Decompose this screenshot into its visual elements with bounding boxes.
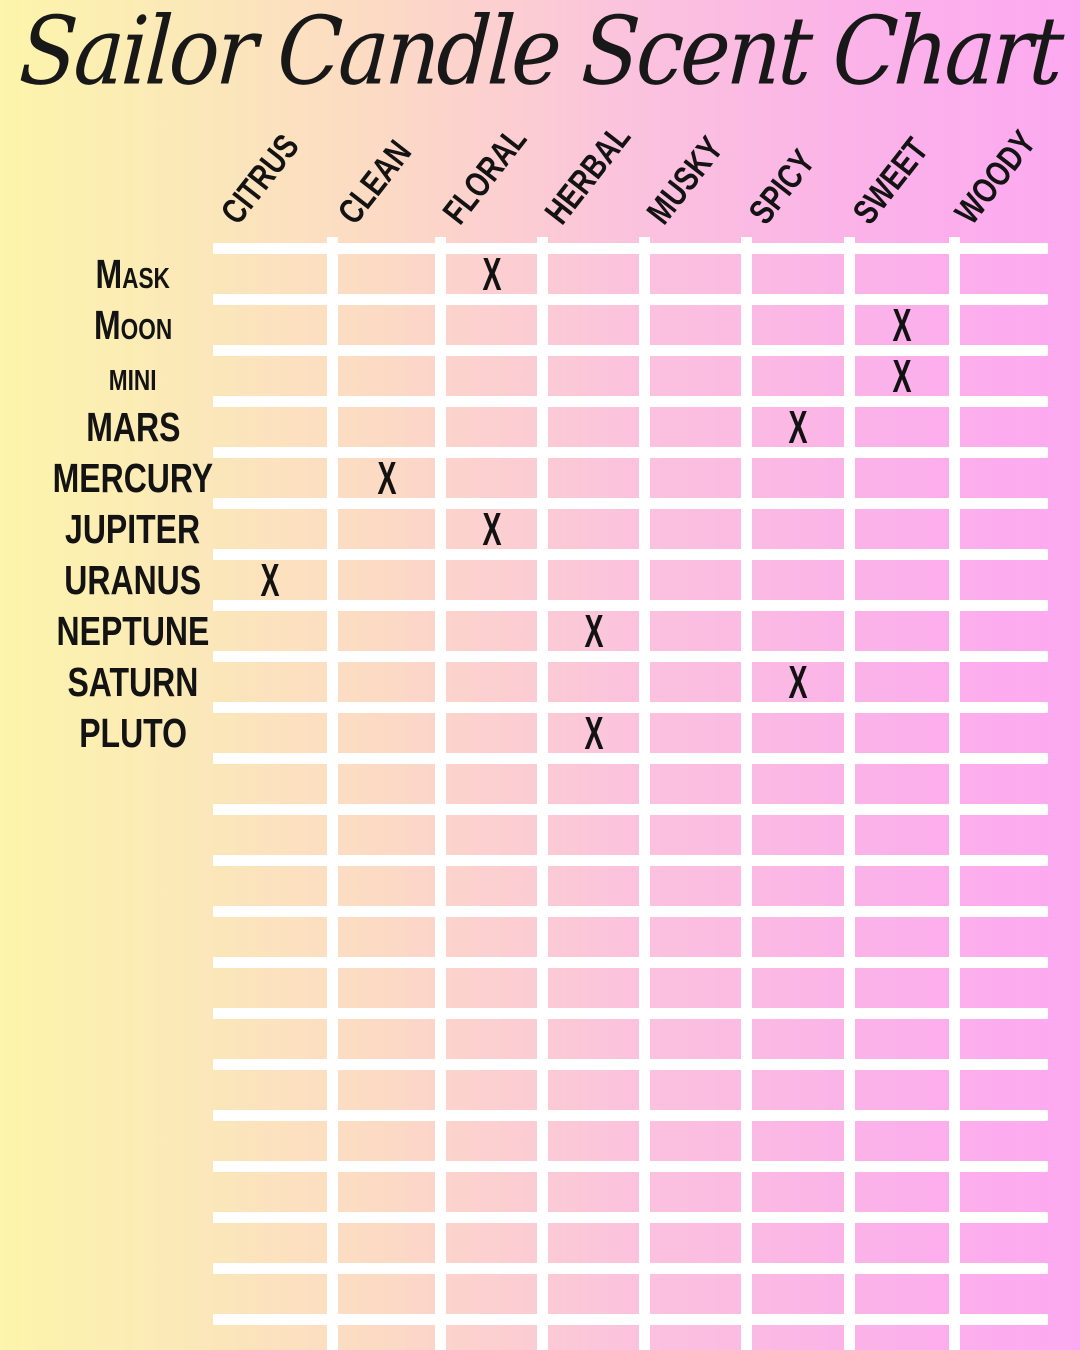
row-label-text: JUPITER xyxy=(65,505,201,552)
x-mark-neptune-herbal: X xyxy=(583,605,604,657)
column-header-citrus: CITRUS xyxy=(213,127,307,232)
x-mark-saturn-spicy: X xyxy=(788,656,808,708)
grid-hline xyxy=(213,498,1048,509)
grid-hline xyxy=(213,855,1048,866)
grid-vline xyxy=(435,237,446,1350)
row-label-text: URANUS xyxy=(64,556,202,603)
row-label-moon: Moon xyxy=(30,302,236,348)
row-label-pluto: PLUTO xyxy=(30,710,236,756)
grid-vline xyxy=(327,237,338,1350)
grid-vline xyxy=(844,237,855,1350)
grid-vline xyxy=(741,237,752,1350)
grid-hline xyxy=(213,243,1048,254)
x-mark-moon-sweet: X xyxy=(892,299,912,351)
row-label-text: MERCURY xyxy=(52,454,214,501)
row-label-saturn: SATURN xyxy=(30,659,236,705)
grid-hline xyxy=(213,1110,1048,1121)
row-label-mask: Mask xyxy=(30,251,236,297)
x-mark-uranus-citrus: X xyxy=(260,554,280,606)
chart-title: Sailor Candle Scent Chart xyxy=(16,0,1064,106)
grid-hline xyxy=(213,600,1048,611)
grid-hline xyxy=(213,906,1048,917)
grid-hline xyxy=(213,1314,1048,1325)
x-mark-mercury-clean: X xyxy=(376,452,397,504)
row-label-mini: mini xyxy=(30,353,236,399)
grid-vline xyxy=(949,237,960,1350)
column-header-musky: MUSKY xyxy=(638,129,731,232)
row-label-text: NEPTUNE xyxy=(56,607,210,654)
column-header-floral: FLORAL xyxy=(434,120,534,232)
row-label-jupiter: JUPITER xyxy=(30,506,236,552)
x-mark-mask-floral: X xyxy=(481,248,502,300)
row-label-uranus: URANUS xyxy=(30,557,236,603)
grid-hline xyxy=(213,1008,1048,1019)
column-header-clean: CLEAN xyxy=(329,133,419,232)
row-label-text: MARS xyxy=(85,403,181,450)
column-header-spicy: SPICY xyxy=(741,142,823,232)
grid-hline xyxy=(213,1059,1048,1070)
grid-hline xyxy=(213,957,1048,968)
grid-hline xyxy=(213,651,1048,662)
grid-hline xyxy=(213,1263,1048,1274)
x-mark-jupiter-floral: X xyxy=(481,503,502,555)
grid-hline xyxy=(213,1161,1048,1172)
grid-hline xyxy=(213,753,1048,764)
grid-hline xyxy=(213,702,1048,713)
row-label-mars: MARS xyxy=(30,404,236,450)
grid-hline xyxy=(213,549,1048,560)
grid-hline xyxy=(213,396,1048,407)
grid-vline xyxy=(639,237,650,1350)
grid-vline xyxy=(537,237,548,1350)
row-label-text: SATURN xyxy=(67,658,199,705)
grid-hline xyxy=(213,447,1048,458)
x-mark-pluto-herbal: X xyxy=(583,707,604,759)
row-label-text: Moon xyxy=(93,301,173,348)
grid-hline xyxy=(213,804,1048,815)
row-label-text: mini xyxy=(109,352,157,399)
x-mark-mars-spicy: X xyxy=(788,401,808,453)
grid-hline xyxy=(213,1212,1048,1223)
row-label-text: Mask xyxy=(95,250,171,297)
grid-hline xyxy=(213,294,1048,305)
column-header-herbal: HERBAL xyxy=(536,117,638,232)
x-mark-mini-sweet: X xyxy=(892,350,912,402)
chart-title-wrap: Sailor Candle Scent Chart xyxy=(0,0,1080,116)
grid-hline xyxy=(213,345,1048,356)
column-header-woody: WOODY xyxy=(947,123,1044,232)
row-label-mercury: MERCURY xyxy=(30,455,236,501)
column-header-sweet: SWEET xyxy=(845,130,936,232)
row-label-text: PLUTO xyxy=(79,709,187,756)
row-label-neptune: NEPTUNE xyxy=(30,608,236,654)
